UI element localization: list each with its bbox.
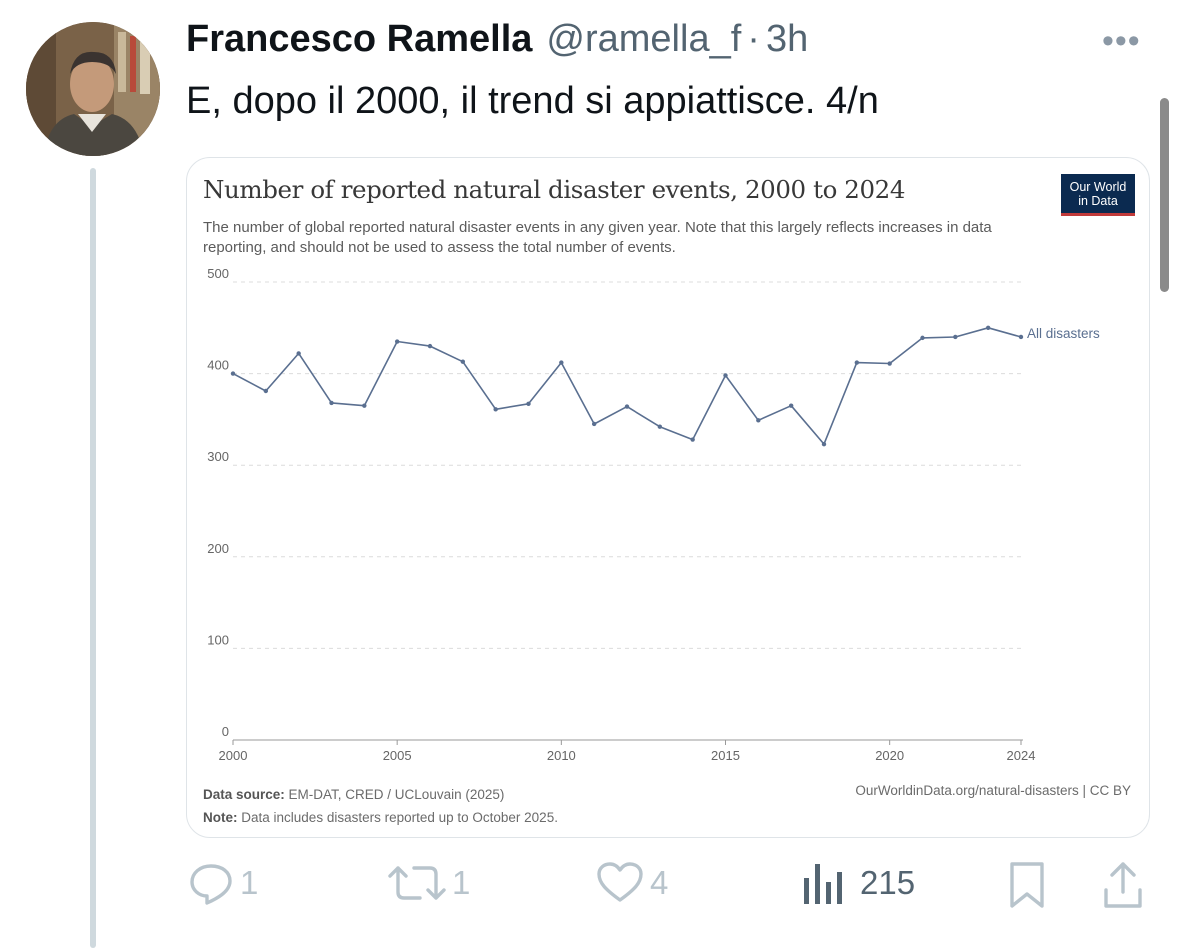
series-line-all-disasters bbox=[232, 327, 1022, 445]
series-layer: All disasters bbox=[230, 325, 1100, 447]
data-point-2020 bbox=[887, 361, 892, 366]
more-options-icon[interactable]: ••• bbox=[1102, 22, 1141, 60]
data-point-2000 bbox=[230, 371, 236, 376]
data-point-2008 bbox=[493, 407, 498, 412]
thread-connector-line bbox=[90, 168, 96, 948]
data-point-2014 bbox=[690, 437, 695, 442]
scrollbar[interactable] bbox=[1160, 98, 1169, 292]
y-tick-label-500: 500 bbox=[207, 266, 229, 281]
chart-footer-notes: Data source: EM-DAT, CRED / UCLouvain (2… bbox=[203, 783, 558, 829]
line-chart: 0 100 200 300 400 500 2000 2005 2010 2015 2020 2024… bbox=[207, 266, 1100, 763]
tweet-timestamp[interactable]: 3h bbox=[765, 18, 809, 60]
separator-dot: · bbox=[747, 18, 760, 60]
y-tick-label-300: 300 bbox=[207, 449, 229, 464]
data-point-2009 bbox=[526, 401, 531, 407]
grid-layer bbox=[233, 281, 1025, 649]
data-source-text: EM-DAT, CRED / UCLouvain (2025) bbox=[288, 787, 505, 802]
logo-accent-bar bbox=[1061, 213, 1135, 216]
data-point-2017 bbox=[788, 403, 794, 408]
chart-image-card[interactable]: Number of reported natural disaster even… bbox=[186, 157, 1150, 838]
tweet-text: E, dopo il 2000, il trend si appiattisce… bbox=[186, 80, 879, 122]
note-label: Note: bbox=[203, 810, 238, 825]
avatar[interactable] bbox=[26, 22, 160, 156]
retweet-count: 1 bbox=[452, 864, 471, 901]
like-count: 4 bbox=[650, 864, 669, 901]
share-button[interactable] bbox=[1102, 860, 1144, 910]
data-point-2023 bbox=[985, 325, 991, 330]
data-point-2001 bbox=[263, 388, 269, 394]
data-point-2022 bbox=[953, 334, 958, 340]
data-point-2019 bbox=[854, 360, 860, 365]
tweet-action-bar: 1 1 4 215 bbox=[0, 860, 1179, 920]
data-source-label: Data source: bbox=[203, 787, 285, 802]
data-point-2016 bbox=[756, 418, 761, 423]
y-tick-label-400: 400 bbox=[207, 358, 229, 373]
x-tick-label-2024: 2024 bbox=[1007, 748, 1036, 763]
bookmark-icon bbox=[1010, 862, 1044, 908]
reply-button[interactable]: 1 bbox=[188, 860, 258, 906]
data-point-2015 bbox=[723, 373, 728, 378]
x-tick-label-2015: 2015 bbox=[711, 748, 740, 763]
avatar-photo bbox=[26, 22, 160, 156]
logo-line-2: in Data bbox=[1078, 194, 1118, 208]
retweet-icon bbox=[388, 866, 446, 900]
data-point-2005 bbox=[394, 339, 400, 344]
axis-layer: 0 100 200 300 400 500 2000 2005 2010 2015 2020 2024 bbox=[207, 266, 1035, 763]
note-text: Data includes disasters reported up to O… bbox=[241, 810, 558, 825]
data-point-2003 bbox=[329, 400, 334, 406]
note-line: Note: Data includes disasters reported u… bbox=[203, 806, 558, 829]
data-point-2011 bbox=[591, 421, 597, 427]
data-point-2012 bbox=[624, 404, 630, 409]
logo-line-1: Our World bbox=[1069, 180, 1127, 194]
x-tick-label-2000: 2000 bbox=[219, 748, 248, 763]
chart-subtitle: The number of global reported natural di… bbox=[203, 219, 992, 256]
reply-count: 1 bbox=[240, 864, 259, 901]
x-tick-label-2020: 2020 bbox=[875, 748, 904, 763]
like-button[interactable]: 4 bbox=[596, 860, 668, 906]
views-button[interactable]: 215 bbox=[802, 860, 915, 906]
views-bar-chart-icon bbox=[804, 864, 842, 904]
source-url-license: OurWorldinData.org/natural-disasters | C… bbox=[855, 783, 1131, 798]
data-point-2010 bbox=[559, 360, 564, 365]
data-point-2002 bbox=[296, 351, 301, 356]
data-point-2013 bbox=[657, 424, 663, 429]
y-tick-label-200: 200 bbox=[207, 541, 229, 556]
data-point-2024 bbox=[1018, 334, 1024, 340]
author-name[interactable]: Francesco Ramella bbox=[186, 18, 533, 60]
y-tick-label-0: 0 bbox=[222, 724, 229, 739]
heart-icon bbox=[597, 862, 643, 902]
y-tick-label-100: 100 bbox=[207, 632, 229, 647]
owid-logo: Our World in Data bbox=[1061, 174, 1135, 216]
share-icon bbox=[1104, 862, 1142, 908]
data-source-line: Data source: EM-DAT, CRED / UCLouvain (2… bbox=[203, 783, 558, 806]
data-point-2004 bbox=[362, 403, 367, 408]
data-point-2018 bbox=[821, 441, 827, 447]
data-point-2006 bbox=[427, 343, 433, 349]
tweet-header: Francesco Ramella @ramella_f · 3h bbox=[186, 18, 808, 68]
bookmark-button[interactable] bbox=[1008, 860, 1046, 910]
x-tick-label-2010: 2010 bbox=[547, 748, 576, 763]
data-point-2021 bbox=[920, 335, 925, 341]
x-tick-label-2005: 2005 bbox=[383, 748, 412, 763]
series-label: All disasters bbox=[1027, 326, 1100, 341]
view-count: 215 bbox=[860, 864, 916, 901]
reply-icon bbox=[190, 864, 232, 905]
chart-title: Number of reported natural disaster even… bbox=[203, 175, 906, 204]
author-handle[interactable]: @ramella_f bbox=[546, 18, 742, 60]
retweet-button[interactable]: 1 bbox=[388, 860, 470, 906]
data-point-2007 bbox=[460, 359, 466, 364]
